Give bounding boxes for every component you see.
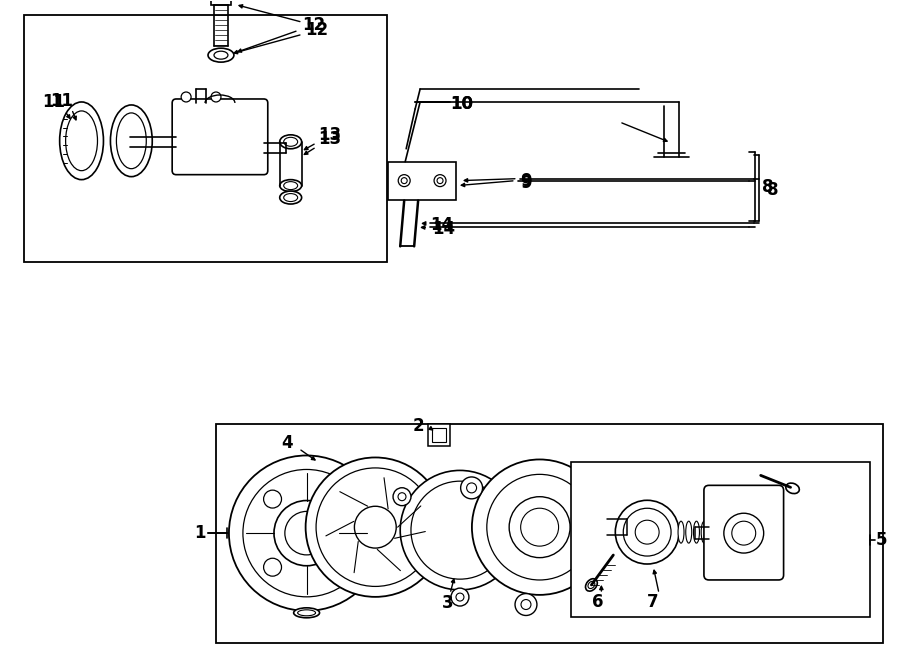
Circle shape (597, 477, 618, 499)
Circle shape (635, 520, 659, 544)
Circle shape (521, 508, 559, 546)
Bar (216, 424, 883, 642)
Circle shape (451, 588, 469, 606)
Circle shape (229, 455, 384, 611)
Circle shape (616, 500, 679, 564)
Ellipse shape (686, 521, 692, 543)
Circle shape (624, 508, 671, 556)
Circle shape (508, 488, 526, 506)
Text: 13: 13 (319, 130, 342, 148)
Ellipse shape (709, 521, 715, 543)
Bar (432, 428, 446, 442)
Bar (23, 15, 387, 262)
Ellipse shape (586, 578, 598, 591)
Circle shape (306, 457, 445, 597)
Text: 11: 11 (50, 92, 73, 110)
Text: 2: 2 (412, 416, 424, 434)
Bar (211, 0, 231, 5)
Circle shape (434, 175, 446, 186)
Bar (572, 463, 870, 617)
Text: 12: 12 (302, 17, 326, 34)
Ellipse shape (284, 137, 298, 146)
Ellipse shape (208, 48, 234, 62)
Text: 8: 8 (767, 180, 778, 198)
Text: 7: 7 (647, 593, 659, 611)
Text: 9: 9 (519, 174, 531, 192)
Circle shape (264, 559, 282, 576)
Circle shape (332, 559, 349, 576)
Circle shape (521, 600, 531, 609)
Circle shape (466, 483, 477, 493)
Text: 11: 11 (42, 93, 65, 111)
Ellipse shape (284, 182, 298, 190)
Circle shape (472, 459, 608, 595)
Circle shape (355, 506, 396, 548)
Ellipse shape (280, 180, 302, 192)
Circle shape (243, 469, 370, 597)
Circle shape (181, 92, 191, 102)
Circle shape (456, 593, 464, 601)
Ellipse shape (694, 521, 699, 543)
Ellipse shape (280, 191, 302, 204)
Ellipse shape (701, 521, 707, 543)
Ellipse shape (284, 194, 298, 202)
Circle shape (411, 481, 509, 579)
Text: 1: 1 (194, 524, 206, 542)
Text: 4: 4 (281, 434, 292, 451)
Ellipse shape (66, 111, 97, 171)
Circle shape (509, 496, 570, 558)
Circle shape (401, 178, 407, 184)
Ellipse shape (786, 483, 799, 494)
Ellipse shape (588, 581, 595, 588)
Circle shape (515, 594, 537, 615)
Circle shape (398, 492, 406, 500)
Ellipse shape (116, 113, 147, 169)
Text: 6: 6 (591, 593, 603, 611)
Circle shape (603, 483, 613, 493)
Circle shape (398, 175, 410, 186)
Circle shape (487, 475, 592, 580)
Text: 14: 14 (430, 216, 454, 235)
Circle shape (461, 477, 482, 499)
Ellipse shape (293, 608, 320, 618)
Circle shape (264, 490, 282, 508)
Text: 10: 10 (450, 95, 473, 113)
Ellipse shape (678, 521, 684, 543)
Circle shape (724, 513, 764, 553)
Bar (428, 424, 450, 446)
Circle shape (732, 521, 756, 545)
Circle shape (437, 178, 443, 184)
Text: 8: 8 (761, 178, 773, 196)
Circle shape (393, 488, 411, 506)
Text: 9: 9 (519, 172, 531, 190)
Text: 14: 14 (432, 220, 455, 239)
Circle shape (332, 490, 349, 508)
Text: 5: 5 (877, 531, 887, 549)
Circle shape (274, 500, 339, 566)
FancyBboxPatch shape (172, 99, 268, 175)
Circle shape (211, 92, 221, 102)
Ellipse shape (298, 610, 316, 616)
Text: 13: 13 (319, 126, 342, 144)
Text: 12: 12 (306, 21, 328, 39)
Ellipse shape (111, 105, 152, 176)
FancyBboxPatch shape (704, 485, 784, 580)
Circle shape (514, 492, 522, 500)
Circle shape (285, 512, 328, 555)
Bar (388, 162, 456, 200)
Ellipse shape (280, 135, 302, 149)
Ellipse shape (214, 51, 228, 59)
Ellipse shape (59, 102, 104, 180)
Text: 10: 10 (450, 95, 473, 113)
Circle shape (316, 468, 435, 586)
Circle shape (400, 471, 519, 590)
Text: 3: 3 (442, 594, 454, 612)
